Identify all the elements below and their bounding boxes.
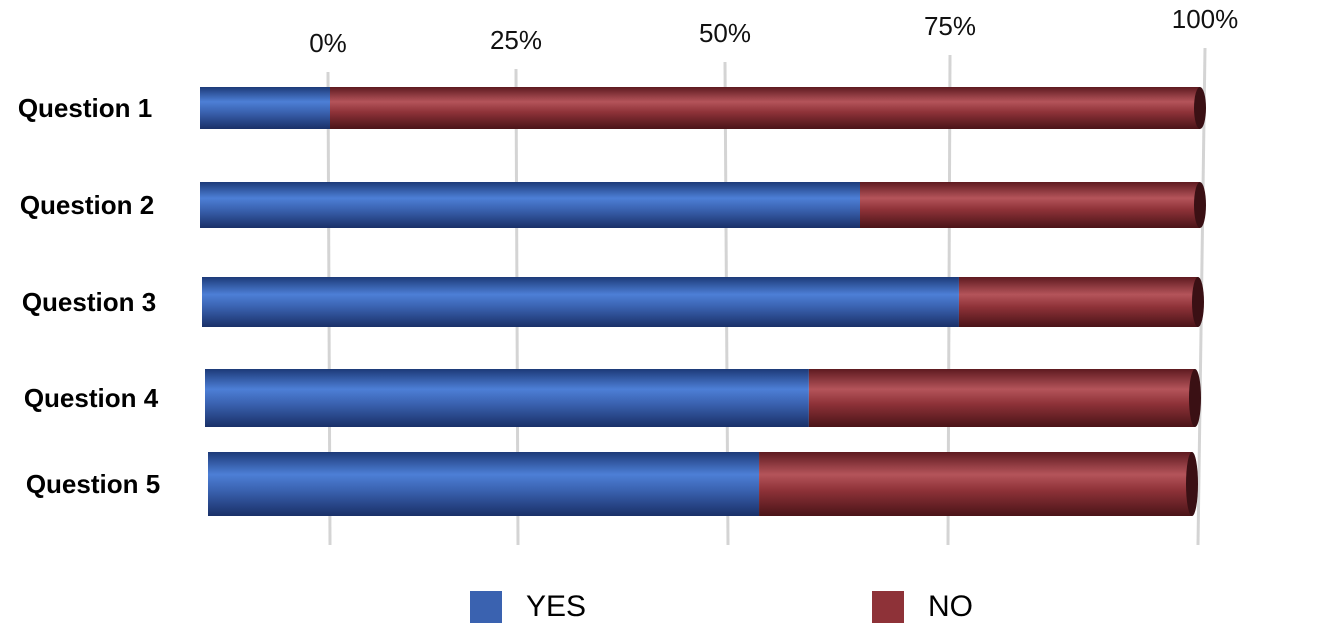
bar-yes — [208, 452, 759, 516]
x-axis-ticks: 0% 25% 50% 75% 100% — [309, 4, 1238, 58]
category-label: Question 5 — [26, 469, 160, 499]
x-tick-label: 50% — [699, 18, 751, 48]
x-tick-label: 25% — [490, 25, 542, 55]
bar-yes — [202, 277, 959, 327]
category-label: Question 4 — [24, 383, 159, 413]
legend-label-yes: YES — [526, 590, 586, 624]
category-labels: Question 1 Question 2 Question 3 Question 4… — [18, 93, 160, 499]
bar-yes — [205, 369, 809, 427]
legend-swatch-no — [872, 591, 904, 623]
legend-item-no: NO — [872, 590, 973, 624]
bar-no — [759, 452, 1192, 516]
x-tick-label: 0% — [309, 28, 347, 58]
legend-item-yes: YES — [470, 590, 586, 624]
category-label: Question 1 — [18, 93, 152, 123]
bar-end-cap — [1192, 277, 1204, 327]
bar-no — [330, 87, 1200, 129]
bar-no — [860, 182, 1200, 228]
bar-end-cap — [1194, 87, 1206, 129]
bar-yes — [200, 87, 330, 129]
bar-yes — [200, 182, 860, 228]
bar-end-cap — [1186, 452, 1198, 516]
category-label: Question 3 — [22, 287, 156, 317]
bar-no — [809, 369, 1195, 427]
bar-end-cap — [1194, 182, 1206, 228]
bar-end-cap — [1189, 369, 1201, 427]
bar-no — [959, 277, 1198, 327]
legend-label-no: NO — [928, 590, 973, 624]
x-tick-label: 100% — [1172, 4, 1239, 34]
legend: YES NO — [0, 590, 1334, 627]
bars — [200, 87, 1206, 516]
category-label: Question 2 — [20, 190, 154, 220]
legend-swatch-yes — [470, 591, 502, 623]
x-tick-label: 75% — [924, 11, 976, 41]
